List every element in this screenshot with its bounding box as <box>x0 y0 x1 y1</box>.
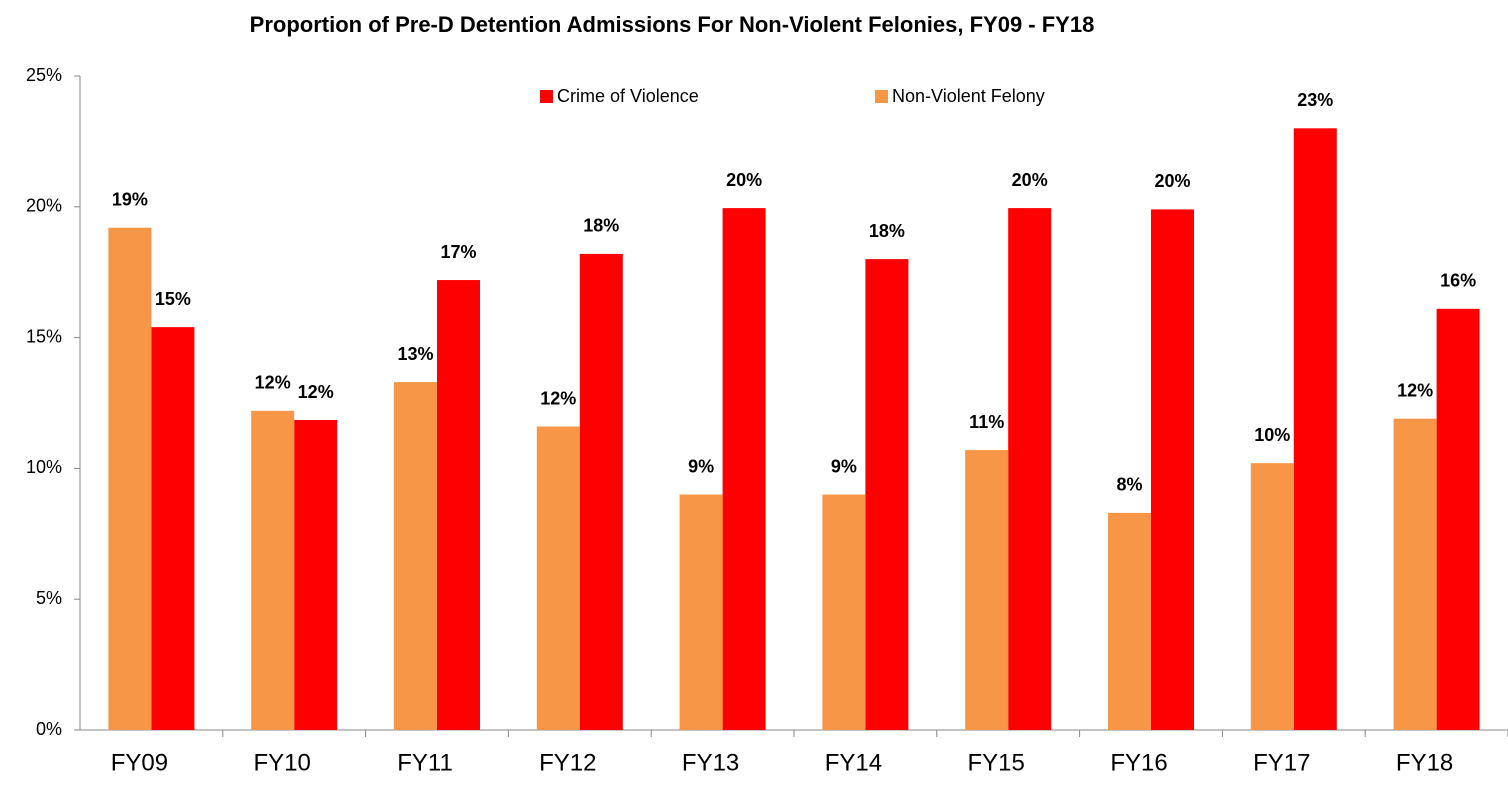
value-label: 11% <box>969 412 1004 432</box>
bar <box>1250 463 1294 730</box>
value-label: 20% <box>1012 170 1048 190</box>
legend-label: Crime of Violence <box>557 86 699 106</box>
x-tick-label: FY18 <box>1396 749 1453 776</box>
x-tick-label: FY10 <box>254 749 311 776</box>
value-label: 9% <box>831 456 857 476</box>
value-label: 10% <box>1254 425 1290 445</box>
value-label: 16% <box>1440 271 1476 291</box>
x-tick-label: FY09 <box>111 749 168 776</box>
value-label: 8% <box>1116 475 1142 495</box>
x-tick-label: FY12 <box>539 749 596 776</box>
bar <box>251 410 295 730</box>
bar <box>1293 128 1337 730</box>
value-label: 9% <box>688 456 714 476</box>
value-label: 23% <box>1297 90 1333 110</box>
bar <box>151 327 195 730</box>
legend-label: Non-Violent Felony <box>892 86 1045 106</box>
x-tick-label: FY14 <box>825 749 882 776</box>
value-label: 18% <box>583 216 619 236</box>
x-tick-label: FY15 <box>968 749 1025 776</box>
bar <box>1108 512 1151 730</box>
value-label: 13% <box>397 344 433 364</box>
value-label: 20% <box>1154 171 1190 191</box>
value-label: 18% <box>869 221 905 241</box>
bar <box>1008 208 1052 730</box>
x-tick-label: FY11 <box>397 749 453 776</box>
bar <box>722 208 766 730</box>
value-label: 12% <box>298 382 334 402</box>
value-label: 15% <box>155 289 191 309</box>
bar <box>394 382 437 730</box>
y-tick-label: 25% <box>26 65 62 85</box>
bar <box>579 253 623 730</box>
y-tick-label: 15% <box>26 326 62 346</box>
bar <box>294 420 338 730</box>
x-tick-label: FY16 <box>1110 749 1167 776</box>
value-label: 12% <box>1397 380 1433 400</box>
x-tick-label: FY17 <box>1253 749 1310 776</box>
y-tick-label: 0% <box>36 719 62 739</box>
bar <box>1393 418 1437 730</box>
legend-swatch <box>540 90 553 103</box>
x-tick-label: FY13 <box>682 749 739 776</box>
bar <box>437 280 480 730</box>
value-label: 17% <box>440 242 476 262</box>
bar <box>536 426 580 730</box>
value-label: 12% <box>540 388 576 408</box>
value-label: 19% <box>112 189 148 209</box>
legend-swatch <box>875 90 888 103</box>
bar <box>1436 308 1480 730</box>
chart-title: Proportion of Pre-D Detention Admissions… <box>249 12 1095 37</box>
value-label: 12% <box>255 373 291 393</box>
y-tick-label: 10% <box>26 457 62 477</box>
y-tick-label: 20% <box>26 196 62 216</box>
bar <box>1151 209 1194 730</box>
value-label: 20% <box>726 170 762 190</box>
bar <box>679 494 723 730</box>
bar <box>822 494 866 730</box>
y-tick-label: 5% <box>36 588 62 608</box>
bar <box>965 450 1009 730</box>
bar <box>865 259 909 730</box>
bar <box>108 227 152 730</box>
